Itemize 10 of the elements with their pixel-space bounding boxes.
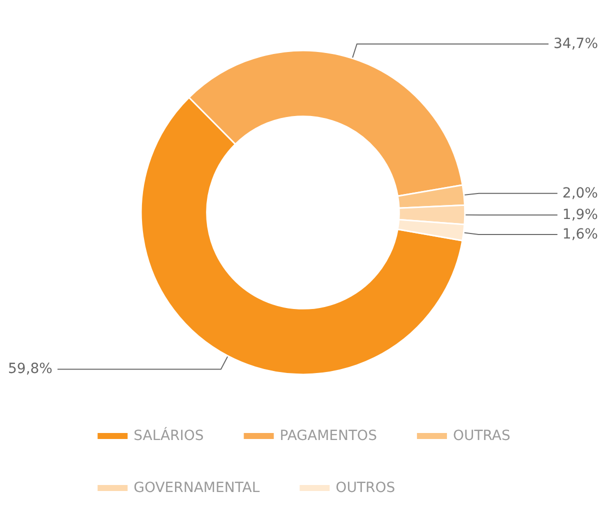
data-label: 34,7% [554,36,598,52]
data-label: 2,0% [562,185,598,202]
legend-label: PAGAMENTOS [280,428,378,444]
data-label: 1,6% [562,226,598,242]
legend-label: OUTROS [336,480,396,496]
data-label: 59,8% [8,361,52,378]
data-label: 1,9% [562,207,598,224]
legend-label: SALÁRIOS [134,427,204,444]
legend-label: OUTRAS [452,428,511,444]
legend-label: GOVERNAMENTAL [134,480,260,496]
